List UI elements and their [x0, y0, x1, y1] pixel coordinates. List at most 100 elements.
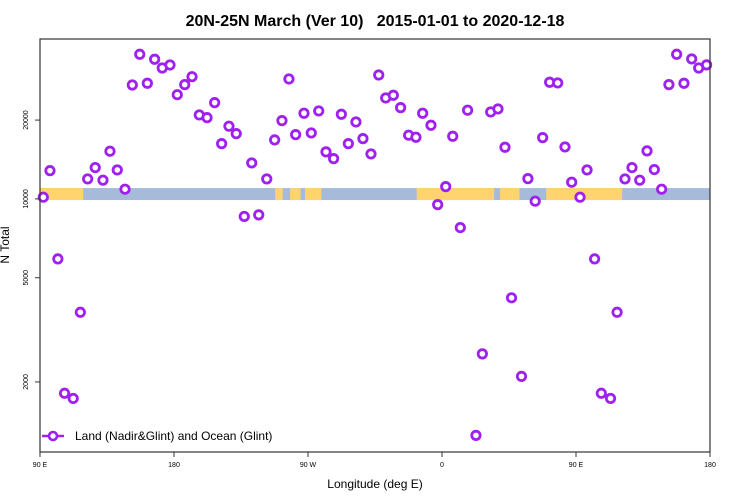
data-point — [290, 129, 302, 141]
y-tick-label: 2000 — [23, 374, 30, 390]
data-point — [671, 48, 683, 60]
data-point — [574, 191, 586, 203]
data-point — [253, 209, 265, 221]
data-point — [350, 116, 362, 128]
data-point — [126, 79, 138, 91]
data-point — [186, 71, 198, 83]
data-point — [395, 102, 407, 114]
land-segment — [40, 188, 84, 201]
data-point — [141, 77, 153, 89]
data-point — [515, 370, 528, 382]
x-tick-label: 0 — [440, 462, 444, 469]
legend-label: Land (Nadir&Glint) and Ocean (Glint) — [75, 429, 272, 443]
data-point — [634, 174, 646, 186]
data-point — [283, 73, 295, 85]
data-point — [440, 181, 452, 193]
data-point — [552, 77, 564, 89]
data-point — [67, 392, 79, 405]
data-point — [74, 306, 86, 318]
data-point — [499, 141, 511, 153]
x-tick-label: 90 E — [569, 462, 584, 469]
data-point — [470, 429, 482, 441]
data-point — [320, 146, 332, 158]
data-point — [566, 176, 578, 188]
data-point — [82, 173, 94, 185]
data-point — [209, 97, 221, 109]
land-segment — [500, 188, 520, 201]
data-point — [432, 199, 444, 211]
data-point — [313, 105, 325, 117]
data-point — [454, 221, 466, 234]
data-point — [663, 79, 675, 91]
data-point — [589, 253, 601, 265]
data-point — [604, 392, 617, 405]
data-point — [276, 115, 288, 127]
data-point — [559, 141, 571, 153]
data-point — [223, 120, 235, 132]
y-tick-label: 5000 — [23, 270, 30, 286]
data-point — [58, 387, 71, 399]
data-point — [522, 173, 534, 185]
data-points — [37, 48, 713, 441]
data-point — [357, 133, 369, 145]
data-point — [104, 145, 116, 157]
land-segment — [305, 188, 322, 201]
data-point — [700, 59, 713, 71]
y-tick-label: 10000 — [23, 189, 30, 209]
data-point — [298, 107, 310, 119]
data-point — [417, 107, 429, 119]
data-point — [648, 163, 660, 176]
data-point — [216, 138, 228, 150]
data-point — [595, 387, 607, 399]
data-point — [373, 69, 385, 81]
data-point — [581, 164, 593, 176]
data-point — [619, 173, 631, 185]
data-point — [179, 79, 191, 91]
data-point — [37, 191, 49, 203]
ocean-band — [40, 188, 710, 201]
data-point — [201, 112, 213, 124]
data-point — [462, 104, 474, 116]
x-tick-label: 180 — [704, 462, 716, 469]
data-point — [261, 173, 273, 185]
data-point — [89, 161, 101, 174]
data-point — [529, 195, 541, 207]
data-point — [656, 183, 668, 195]
data-point — [328, 153, 340, 165]
data-point — [678, 77, 690, 89]
data-point — [230, 128, 242, 140]
data-point — [447, 130, 459, 142]
x-tick-label: 90 W — [300, 462, 317, 469]
data-point — [492, 103, 504, 115]
y-axis-label: N Total — [0, 226, 12, 263]
data-point — [505, 292, 518, 304]
data-point — [52, 253, 64, 265]
data-point — [335, 108, 347, 120]
data-point — [476, 348, 488, 360]
x-axis: 90 E 180 90 W 0 90 E 180 — [33, 452, 716, 469]
data-point — [425, 119, 437, 131]
legend-marker — [47, 430, 59, 442]
data-point — [238, 210, 250, 223]
data-point — [387, 89, 399, 101]
land-segment — [290, 188, 301, 201]
data-point — [246, 157, 258, 169]
data-point — [686, 53, 698, 65]
plot-frame — [39, 38, 711, 453]
data-point — [111, 164, 123, 176]
data-point — [410, 131, 422, 143]
data-point — [134, 48, 146, 60]
land-segment — [275, 188, 283, 201]
x-tick-label: 180 — [168, 462, 180, 469]
data-point — [44, 165, 56, 177]
x-tick-label: 90 E — [33, 462, 48, 469]
data-point — [164, 59, 176, 71]
land-ocean-mask-band — [40, 188, 710, 201]
data-point — [149, 53, 161, 65]
data-point — [626, 161, 638, 174]
x-axis-label: Longitude (deg E) — [327, 477, 422, 491]
data-point — [305, 127, 317, 139]
y-tick-label: 20000 — [23, 110, 30, 130]
data-point — [537, 132, 549, 144]
